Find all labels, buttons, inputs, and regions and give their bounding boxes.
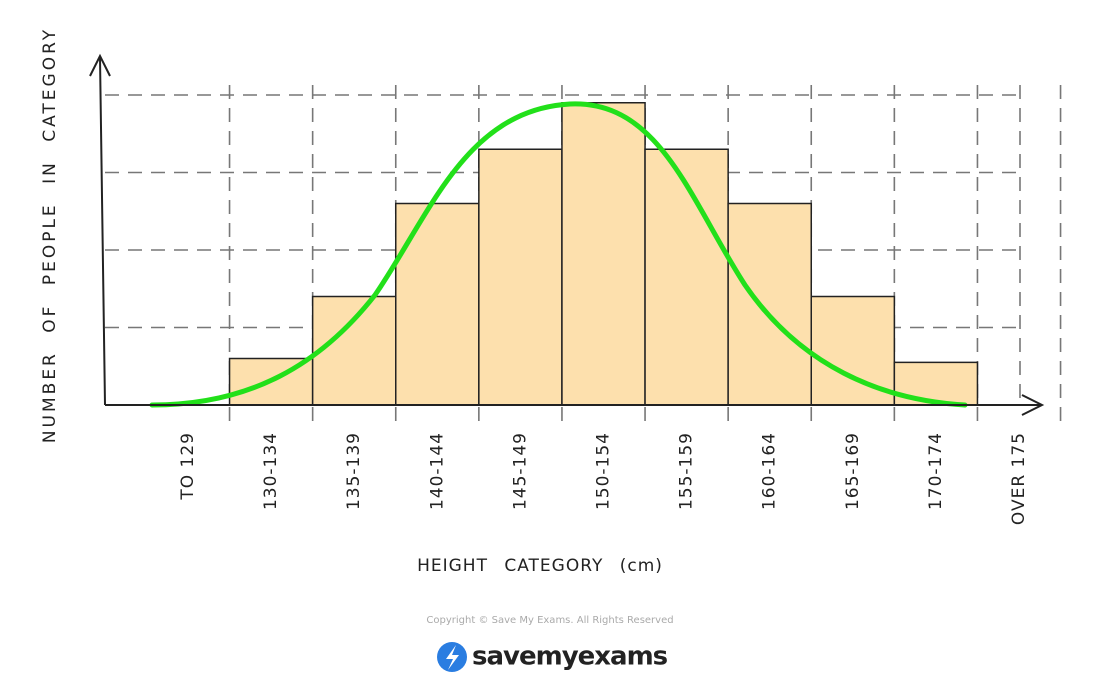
x-tick-label: 155-159 bbox=[677, 432, 697, 510]
bar bbox=[311, 295, 397, 406]
x-tick-label: TO 129 bbox=[178, 432, 198, 501]
bar bbox=[561, 102, 646, 406]
bar bbox=[644, 148, 729, 406]
x-tick-label: 135-139 bbox=[344, 432, 364, 510]
logo-bolt bbox=[446, 645, 459, 670]
plot bbox=[228, 102, 979, 406]
bar bbox=[478, 148, 563, 406]
bar bbox=[727, 202, 813, 406]
x-tick-label: 145-149 bbox=[510, 432, 530, 510]
x-tick-label: 140-144 bbox=[427, 432, 447, 510]
axes bbox=[89, 53, 1045, 416]
x-tick-label: OVER 175 bbox=[1009, 432, 1029, 525]
y-axis-label: NUMBER OF PEOPLE IN CATEGORY bbox=[40, 27, 60, 443]
x-tick-label: 130-134 bbox=[261, 432, 281, 510]
bar bbox=[395, 202, 480, 406]
x-tick-label: 170-174 bbox=[926, 432, 946, 510]
copyright: Copyright © Save My Exams. All Rights Re… bbox=[426, 615, 673, 626]
x-axis-label: HEIGHT CATEGORY (cm) bbox=[417, 556, 663, 576]
brand: savemyexams bbox=[472, 642, 668, 672]
x-tick-label: 150-154 bbox=[594, 432, 614, 510]
normal-curve bbox=[149, 101, 968, 408]
x-tick-label: 165-169 bbox=[843, 432, 863, 510]
x-tick-label: 160-164 bbox=[760, 432, 780, 510]
